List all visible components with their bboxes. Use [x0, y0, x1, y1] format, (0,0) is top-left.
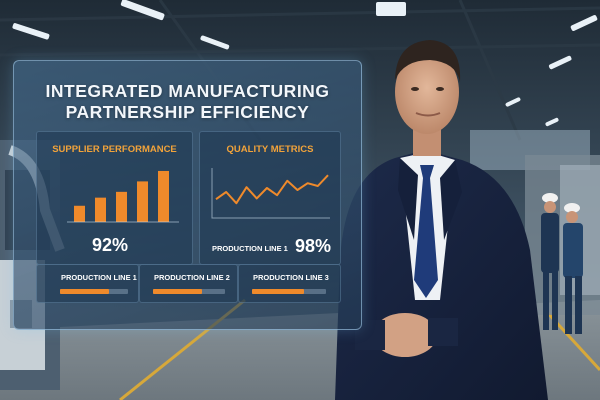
- supplier-performance-card: SUPPLIER PERFORMANCE 92%: [36, 131, 193, 265]
- production-line-2-progress-fill: [153, 289, 202, 294]
- supplier-bar-chart: [67, 170, 179, 223]
- quality-trend-chart: [211, 168, 330, 219]
- production-line-3-progress: [252, 289, 326, 294]
- dashboard-title-line1: INTEGRATED MANUFACTURING: [45, 81, 330, 101]
- production-line-2-progress: [153, 289, 225, 294]
- quality-trend-line: [215, 174, 329, 205]
- quality-metrics-card: QUALITY METRICS PRODUCTION LINE 1 98%: [199, 131, 341, 265]
- production-line-1-card: PRODUCTION LINE 1: [36, 264, 139, 303]
- quality-metrics-title: QUALITY METRICS: [226, 144, 314, 155]
- supplier-performance-value: 92%: [92, 235, 129, 255]
- production-line-1-label: PRODUCTION LINE 1: [61, 273, 137, 282]
- production-line-3-card: PRODUCTION LINE 3: [238, 264, 341, 303]
- dashboard-panel: INTEGRATED MANUFACTURING PARTNERSHIP EFF…: [13, 60, 362, 330]
- supplier-bar: [116, 191, 127, 222]
- quality-line-label: PRODUCTION LINE 1: [212, 244, 288, 253]
- quality-metrics-value: 98%: [295, 236, 332, 256]
- production-line-3-label: PRODUCTION LINE 3: [253, 273, 329, 282]
- supplier-bar: [158, 170, 169, 222]
- production-line-1-progress: [60, 289, 128, 294]
- production-line-3-progress-fill: [252, 289, 304, 294]
- quality-axes: [211, 168, 330, 219]
- supplier-performance-title: SUPPLIER PERFORMANCE: [52, 144, 177, 155]
- production-line-1-progress-fill: [60, 289, 109, 294]
- supplier-bar: [74, 205, 85, 222]
- production-line-2-card: PRODUCTION LINE 2: [139, 264, 238, 303]
- supplier-bar: [95, 197, 106, 222]
- production-line-2-label: PRODUCTION LINE 2: [154, 273, 230, 282]
- supplier-bar: [137, 181, 148, 222]
- dashboard-title-line2: PARTNERSHIP EFFICIENCY: [65, 102, 310, 122]
